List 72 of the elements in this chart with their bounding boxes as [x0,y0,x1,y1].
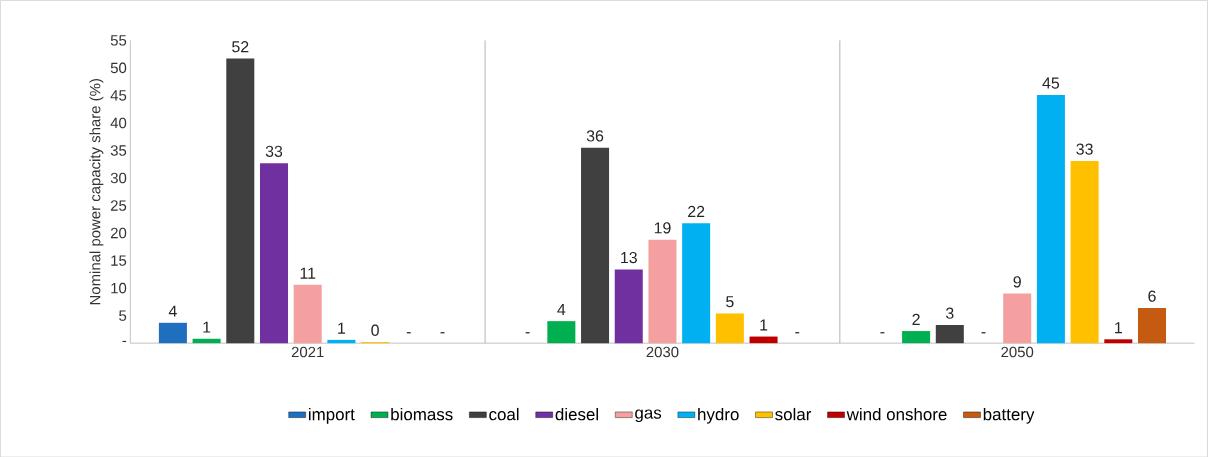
legend-label: import [309,407,355,424]
data-label: 33 [265,145,283,157]
bar [226,58,255,343]
bar [1104,339,1133,343]
bar [192,338,221,343]
bar [547,320,576,343]
data-label: 3 [945,307,954,319]
text: - [525,331,530,334]
y-tick-label: - [122,340,127,342]
data-label: 13 [621,251,637,263]
bar [935,324,964,343]
bar [682,222,711,343]
bar [1070,160,1099,343]
text: - [795,331,800,334]
y-tick-label: 10 [111,282,127,294]
bar [259,162,289,343]
bar [614,269,643,343]
bar [749,336,778,343]
y-tick-label: 45 [110,89,127,101]
legend-label: diesel [555,407,598,421]
y-tick-label: 5 [119,310,127,321]
legend-label: battery [983,407,1035,424]
data-label: 5 [726,295,734,308]
y-axis-title: Nominal power capacity share (%) [89,78,104,305]
data-label: 36 [586,130,604,142]
bar [581,147,610,343]
legend-label: hydro [698,407,739,424]
data-label: 9 [1013,275,1021,288]
y-tick-label: 30 [110,172,127,184]
legend-label: wind onshore [846,407,947,421]
y-tick-label: 40 [110,117,127,128]
bar [1003,293,1032,343]
data-label: 1 [1115,321,1122,333]
x-tick-label: 2021 [291,346,324,358]
legend-label: biomass [391,407,453,421]
text: - [440,331,445,334]
legend-label: solar [775,407,812,421]
text: - [406,331,411,334]
x-tick-label: 2030 [646,346,679,358]
data-label: 4 [168,305,177,317]
data-label: 52 [232,40,249,53]
bar [1138,307,1167,343]
data-label: 22 [688,205,705,217]
legend-label: gas [635,409,662,422]
data-label: 0 [371,324,379,336]
bar [715,313,744,343]
y-tick-label: 15 [111,255,127,266]
data-label: 19 [654,221,671,234]
data-label: 1 [760,319,768,331]
x-tick-label: 2050 [1001,346,1034,358]
data-label: 33 [1076,143,1093,155]
bar [293,284,322,343]
y-tick-label: 35 [110,144,127,156]
data-label: 45 [1042,77,1060,89]
bar [327,339,356,343]
y-tick-label: 55 [110,34,127,46]
legend-label: coal [489,407,519,421]
y-tick-label: 25 [110,200,127,211]
y-tick-label: 50 [110,62,127,73]
data-label: 4 [557,303,566,315]
text: - [981,331,986,334]
data-label: 1 [338,322,346,334]
bar [902,330,931,343]
bar [158,322,187,343]
text: - [880,331,885,334]
bar [1036,94,1065,343]
y-tick-label: 20 [110,227,127,239]
data-label: 6 [1148,290,1156,302]
bar [648,239,677,343]
data-label: 11 [300,267,316,279]
data-label: 1 [203,321,211,333]
data-label: 2 [912,313,920,325]
